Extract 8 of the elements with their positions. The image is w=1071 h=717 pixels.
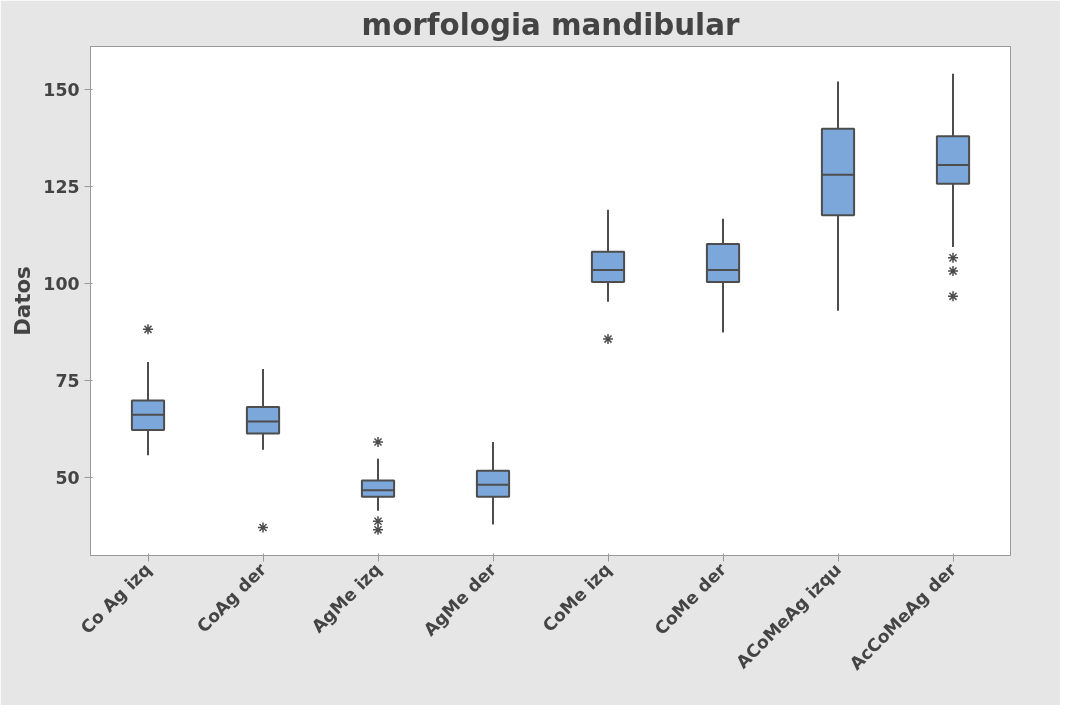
chart-title: morfologia mandibular xyxy=(361,7,740,42)
y-axis-title: Datos xyxy=(10,266,36,336)
y-tick-label: 50 xyxy=(55,468,80,489)
y-tick-label: 100 xyxy=(43,274,80,295)
y-tick-label: 75 xyxy=(55,371,80,392)
y-tick-label: 125 xyxy=(43,176,80,197)
x-tick-label: Co Ag izq xyxy=(76,559,156,638)
y-tick-label: 150 xyxy=(43,79,80,100)
